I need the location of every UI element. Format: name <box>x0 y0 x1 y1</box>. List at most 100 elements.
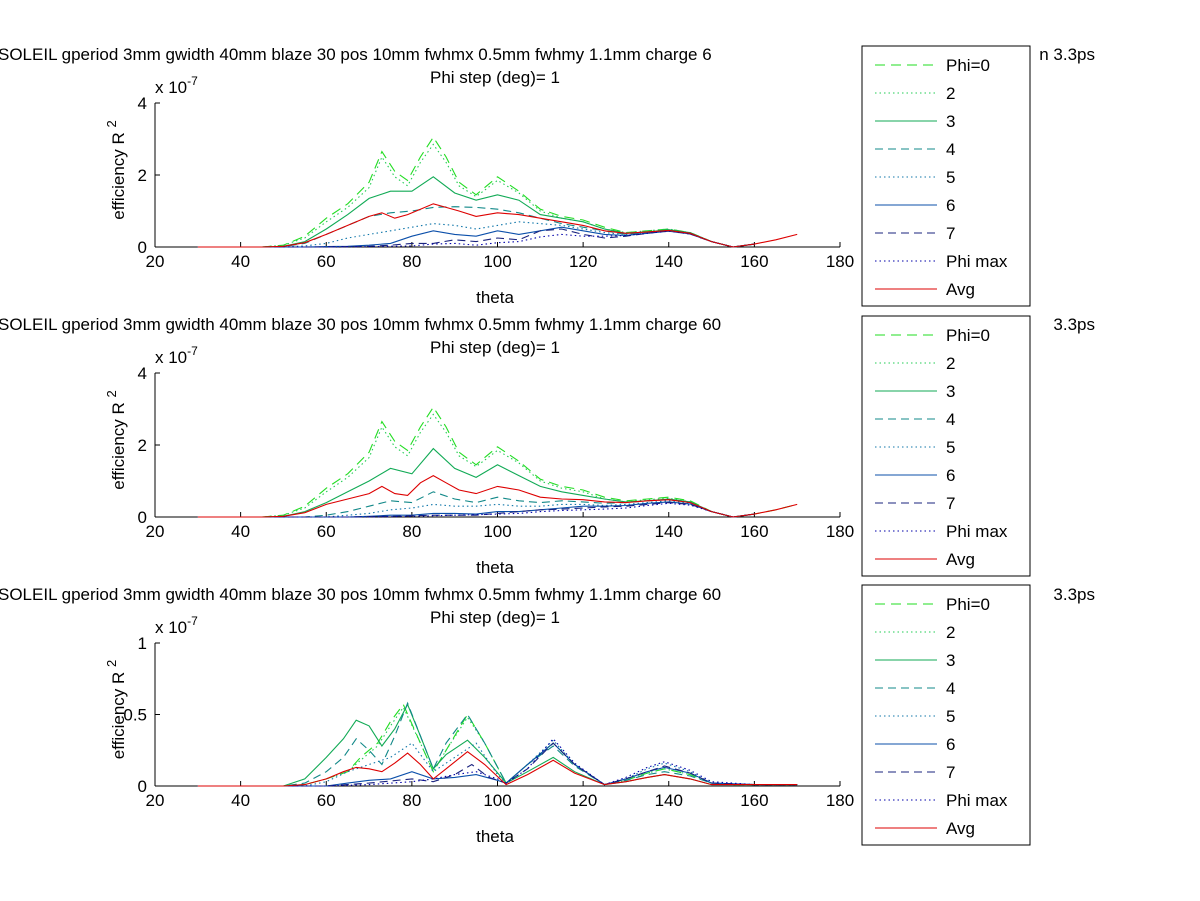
x-axis-label: theta <box>476 288 514 307</box>
x-tick-label: 60 <box>317 791 336 810</box>
x-tick-label: 120 <box>569 252 597 271</box>
legend-entry: 4 <box>946 679 955 698</box>
x-tick-label: 180 <box>826 522 854 541</box>
y-axis-label-superscript: 2 <box>104 660 119 667</box>
x-tick-label: 100 <box>483 252 511 271</box>
chart-title: SOLEIL gperiod 3mm gwidth 40mm blaze 30 … <box>0 45 712 64</box>
chart-subtitle: Phi step (deg)= 1 <box>430 68 560 87</box>
series-line <box>197 706 798 787</box>
chart-subtitle: Phi step (deg)= 1 <box>430 608 560 627</box>
legend-box <box>861 584 1031 846</box>
series-line <box>197 502 755 518</box>
y-tick-label: 2 <box>138 166 147 185</box>
legend-entry: 5 <box>946 168 955 187</box>
x-tick-label: 140 <box>655 522 683 541</box>
legend-entry: Avg <box>946 819 975 838</box>
x-tick-label: 40 <box>231 252 250 271</box>
legend-entry: 3 <box>946 382 955 401</box>
legend-entry: 3 <box>946 651 955 670</box>
series-line <box>197 474 798 518</box>
x-tick-label: 80 <box>402 522 421 541</box>
y-axis-label-superscript: 2 <box>104 120 119 127</box>
chart-title-tail: 3.3ps <box>1053 315 1095 334</box>
x-tick-label: 20 <box>146 791 165 810</box>
x-tick-label: 80 <box>402 252 421 271</box>
legend-entry: 4 <box>946 140 955 159</box>
x-axis-label: theta <box>476 827 514 846</box>
legend: Phi=0 2 3 4 5 6 7 Phi max Avg <box>861 315 1031 577</box>
legend-entry: 2 <box>946 84 955 103</box>
chart-subtitle: Phi step (deg)= 1 <box>430 338 560 357</box>
x-tick-label: 120 <box>569 791 597 810</box>
x-tick-label: 160 <box>740 252 768 271</box>
legend-entry: Phi=0 <box>946 326 990 345</box>
x-tick-label: 20 <box>146 522 165 541</box>
y-tick-label: 4 <box>138 94 147 113</box>
series-line <box>197 701 798 787</box>
x-tick-label: 120 <box>569 522 597 541</box>
y-tick-label: 0 <box>138 777 147 796</box>
legend-entry: 7 <box>946 224 955 243</box>
y-axis-label-superscript: 2 <box>104 390 119 397</box>
series-line <box>197 406 798 518</box>
legend: Phi=0 2 3 4 5 6 7 Phi max Avg <box>861 45 1031 307</box>
x-tick-label: 40 <box>231 522 250 541</box>
legend-entry: Phi max <box>946 252 1008 271</box>
chart-title: SOLEIL gperiod 3mm gwidth 40mm blaze 30 … <box>0 315 721 334</box>
y-tick-label: 0.5 <box>123 706 147 725</box>
x-tick-label: 140 <box>655 791 683 810</box>
legend-entry: Avg <box>946 280 975 299</box>
x-tick-label: 100 <box>483 522 511 541</box>
legend-entry: 4 <box>946 410 955 429</box>
series-line <box>197 203 798 248</box>
axis-exponent-superscript: -7 <box>187 614 198 628</box>
series-line <box>197 447 755 518</box>
legend-entry: 6 <box>946 466 955 485</box>
y-tick-label: 0 <box>138 508 147 527</box>
x-tick-label: 160 <box>740 791 768 810</box>
series-line <box>197 742 798 787</box>
x-axis-label: theta <box>476 558 514 577</box>
series-line <box>197 737 798 787</box>
legend-entry: 5 <box>946 438 955 457</box>
x-tick-label: 140 <box>655 252 683 271</box>
legend-entry: 3 <box>946 112 955 131</box>
legend-box <box>861 45 1031 307</box>
legend-entry: 7 <box>946 494 955 513</box>
x-tick-label: 180 <box>826 791 854 810</box>
series-line <box>197 413 755 518</box>
legend-entry: 6 <box>946 735 955 754</box>
y-tick-label: 4 <box>138 364 147 383</box>
y-tick-label: 2 <box>138 436 147 455</box>
x-tick-label: 60 <box>317 252 336 271</box>
y-tick-label: 1 <box>138 634 147 653</box>
y-tick-label: 0 <box>138 238 147 257</box>
series-line <box>197 136 755 248</box>
legend-entry: 6 <box>946 196 955 215</box>
legend-entry: Phi=0 <box>946 595 990 614</box>
series-line <box>197 502 755 518</box>
legend-box <box>861 315 1031 577</box>
legend-entry: 2 <box>946 354 955 373</box>
x-tick-label: 20 <box>146 252 165 271</box>
x-tick-label: 160 <box>740 522 768 541</box>
chart-title: SOLEIL gperiod 3mm gwidth 40mm blaze 30 … <box>0 585 721 604</box>
chart-title-tail: n 3.3ps <box>1039 45 1095 64</box>
series-line <box>197 751 798 787</box>
legend-entry: 7 <box>946 763 955 782</box>
chart-title-tail: 3.3ps <box>1053 585 1095 604</box>
x-tick-label: 180 <box>826 252 854 271</box>
x-tick-label: 60 <box>317 522 336 541</box>
x-tick-label: 40 <box>231 791 250 810</box>
series-line <box>197 143 755 248</box>
legend: Phi=0 2 3 4 5 6 7 Phi max Avg <box>861 584 1031 846</box>
x-tick-label: 100 <box>483 791 511 810</box>
axis-exponent-superscript: -7 <box>187 74 198 88</box>
x-tick-label: 80 <box>402 791 421 810</box>
legend-entry: 5 <box>946 707 955 726</box>
series-line <box>197 221 755 248</box>
